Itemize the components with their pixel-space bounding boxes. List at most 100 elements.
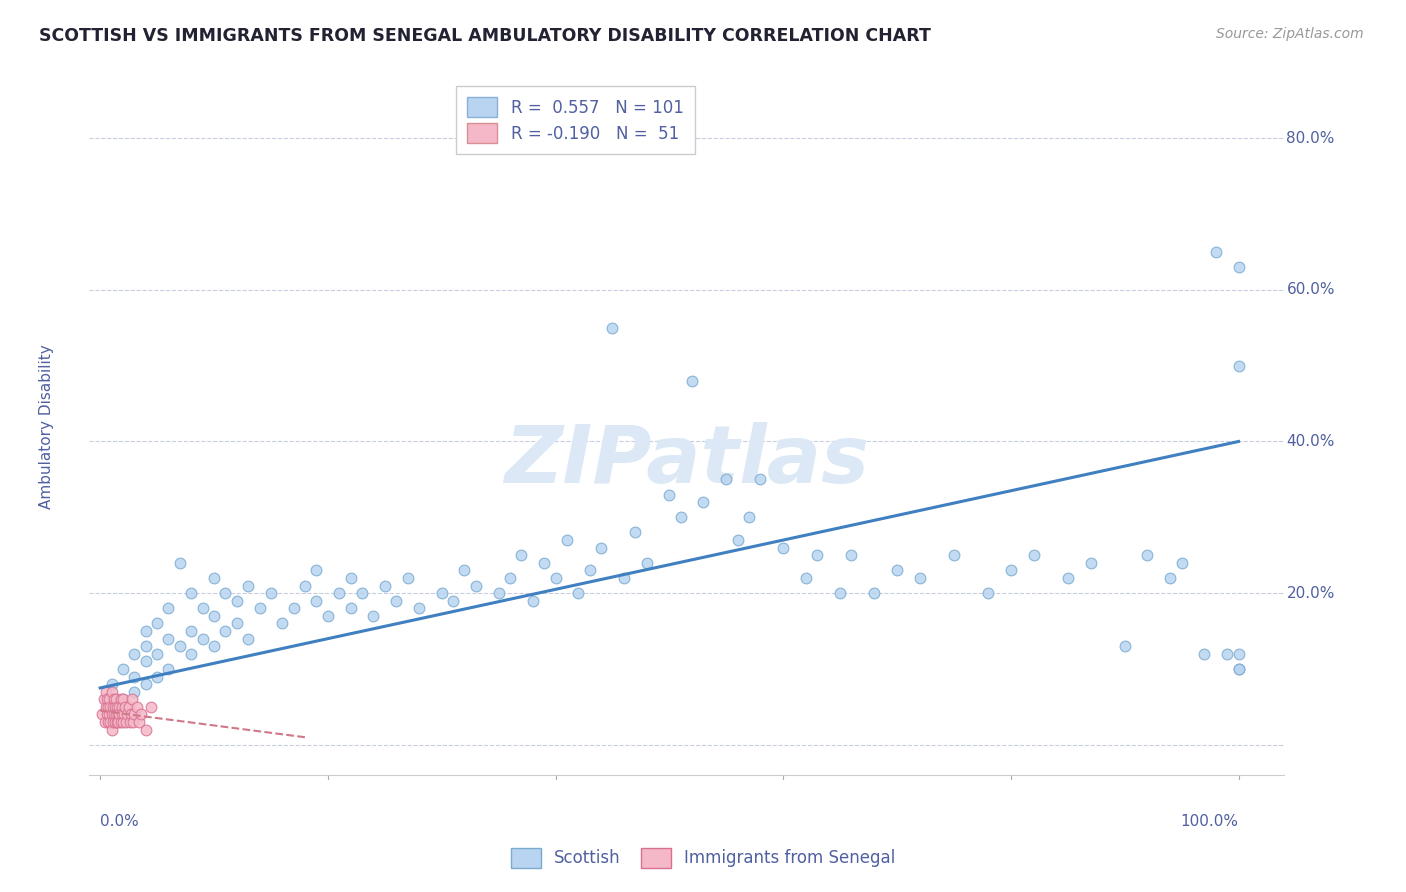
Point (124, 707, 146, 722)
Point (107, 715, 129, 730)
Point (108, 707, 131, 722)
Point (101, 715, 124, 730)
Text: 20.0%: 20.0% (1286, 586, 1334, 600)
Point (510, 548, 533, 562)
Point (385, 593, 408, 607)
Text: 0.0%: 0.0% (100, 814, 139, 829)
Text: 60.0%: 60.0% (1286, 282, 1334, 297)
Point (101, 699, 124, 714)
Point (98, 707, 121, 722)
Point (806, 548, 828, 562)
Point (692, 495, 714, 509)
Point (91, 707, 114, 722)
Point (169, 639, 191, 653)
Point (1022, 548, 1045, 562)
Point (96, 692, 118, 706)
Point (93, 715, 115, 730)
Point (100, 707, 122, 722)
Point (1227, 260, 1250, 274)
Point (100, 699, 122, 714)
Point (374, 578, 396, 592)
Point (589, 541, 612, 555)
Point (135, 654, 157, 668)
Point (271, 616, 294, 631)
Point (464, 578, 486, 592)
Point (180, 624, 202, 638)
Point (1227, 647, 1250, 661)
Point (191, 632, 214, 646)
Point (886, 563, 908, 577)
Point (727, 533, 749, 547)
Point (157, 632, 180, 646)
Point (1056, 571, 1078, 585)
Point (225, 616, 247, 631)
Text: SCOTTISH VS IMMIGRANTS FROM SENEGAL AMBULATORY DISABILITY CORRELATION CHART: SCOTTISH VS IMMIGRANTS FROM SENEGAL AMBU… (39, 27, 931, 45)
Point (97, 715, 120, 730)
Point (100, 723, 122, 737)
Text: ZIPatlas: ZIPatlas (503, 422, 869, 500)
Point (453, 563, 475, 577)
Text: 80.0%: 80.0% (1286, 130, 1334, 145)
Point (94, 684, 117, 698)
Point (114, 699, 136, 714)
Point (214, 586, 236, 600)
Point (1227, 359, 1250, 373)
Point (533, 556, 555, 570)
Point (104, 699, 127, 714)
Point (488, 586, 510, 600)
Point (111, 692, 134, 706)
Point (128, 715, 150, 730)
Point (350, 586, 373, 600)
Point (120, 707, 142, 722)
Point (339, 601, 361, 615)
Point (110, 692, 132, 706)
Point (544, 571, 567, 585)
Point (115, 715, 138, 730)
Point (104, 715, 127, 730)
Text: 100.0%: 100.0% (1181, 814, 1239, 829)
Point (1205, 244, 1227, 259)
Point (202, 639, 225, 653)
Point (103, 692, 125, 706)
Point (191, 601, 214, 615)
Point (111, 707, 134, 722)
Point (180, 586, 202, 600)
Point (908, 571, 931, 585)
Point (1227, 662, 1250, 676)
Point (180, 647, 202, 661)
Point (555, 533, 578, 547)
Point (316, 608, 339, 623)
Point (135, 723, 157, 737)
Point (942, 548, 965, 562)
Point (636, 556, 658, 570)
Point (396, 571, 419, 585)
Point (1170, 556, 1192, 570)
Point (100, 715, 122, 730)
Point (124, 647, 146, 661)
Point (110, 715, 132, 730)
Point (169, 556, 191, 570)
Point (214, 624, 236, 638)
Point (124, 684, 146, 698)
Legend: R =  0.557   N = 101, R = -0.190   N =  51: R = 0.557 N = 101, R = -0.190 N = 51 (456, 86, 695, 154)
Point (157, 601, 180, 615)
Point (112, 707, 135, 722)
Point (141, 699, 163, 714)
Point (146, 669, 169, 683)
Text: 40.0%: 40.0% (1286, 434, 1334, 449)
Point (125, 699, 148, 714)
Point (567, 586, 589, 600)
Point (97, 699, 120, 714)
Point (305, 563, 328, 577)
Point (1216, 647, 1239, 661)
Point (977, 586, 1000, 600)
Point (283, 601, 305, 615)
Point (339, 571, 361, 585)
Point (260, 586, 283, 600)
Point (117, 699, 139, 714)
Point (794, 571, 817, 585)
Point (100, 684, 122, 698)
Point (716, 472, 738, 486)
Point (1080, 556, 1102, 570)
Point (430, 586, 453, 600)
